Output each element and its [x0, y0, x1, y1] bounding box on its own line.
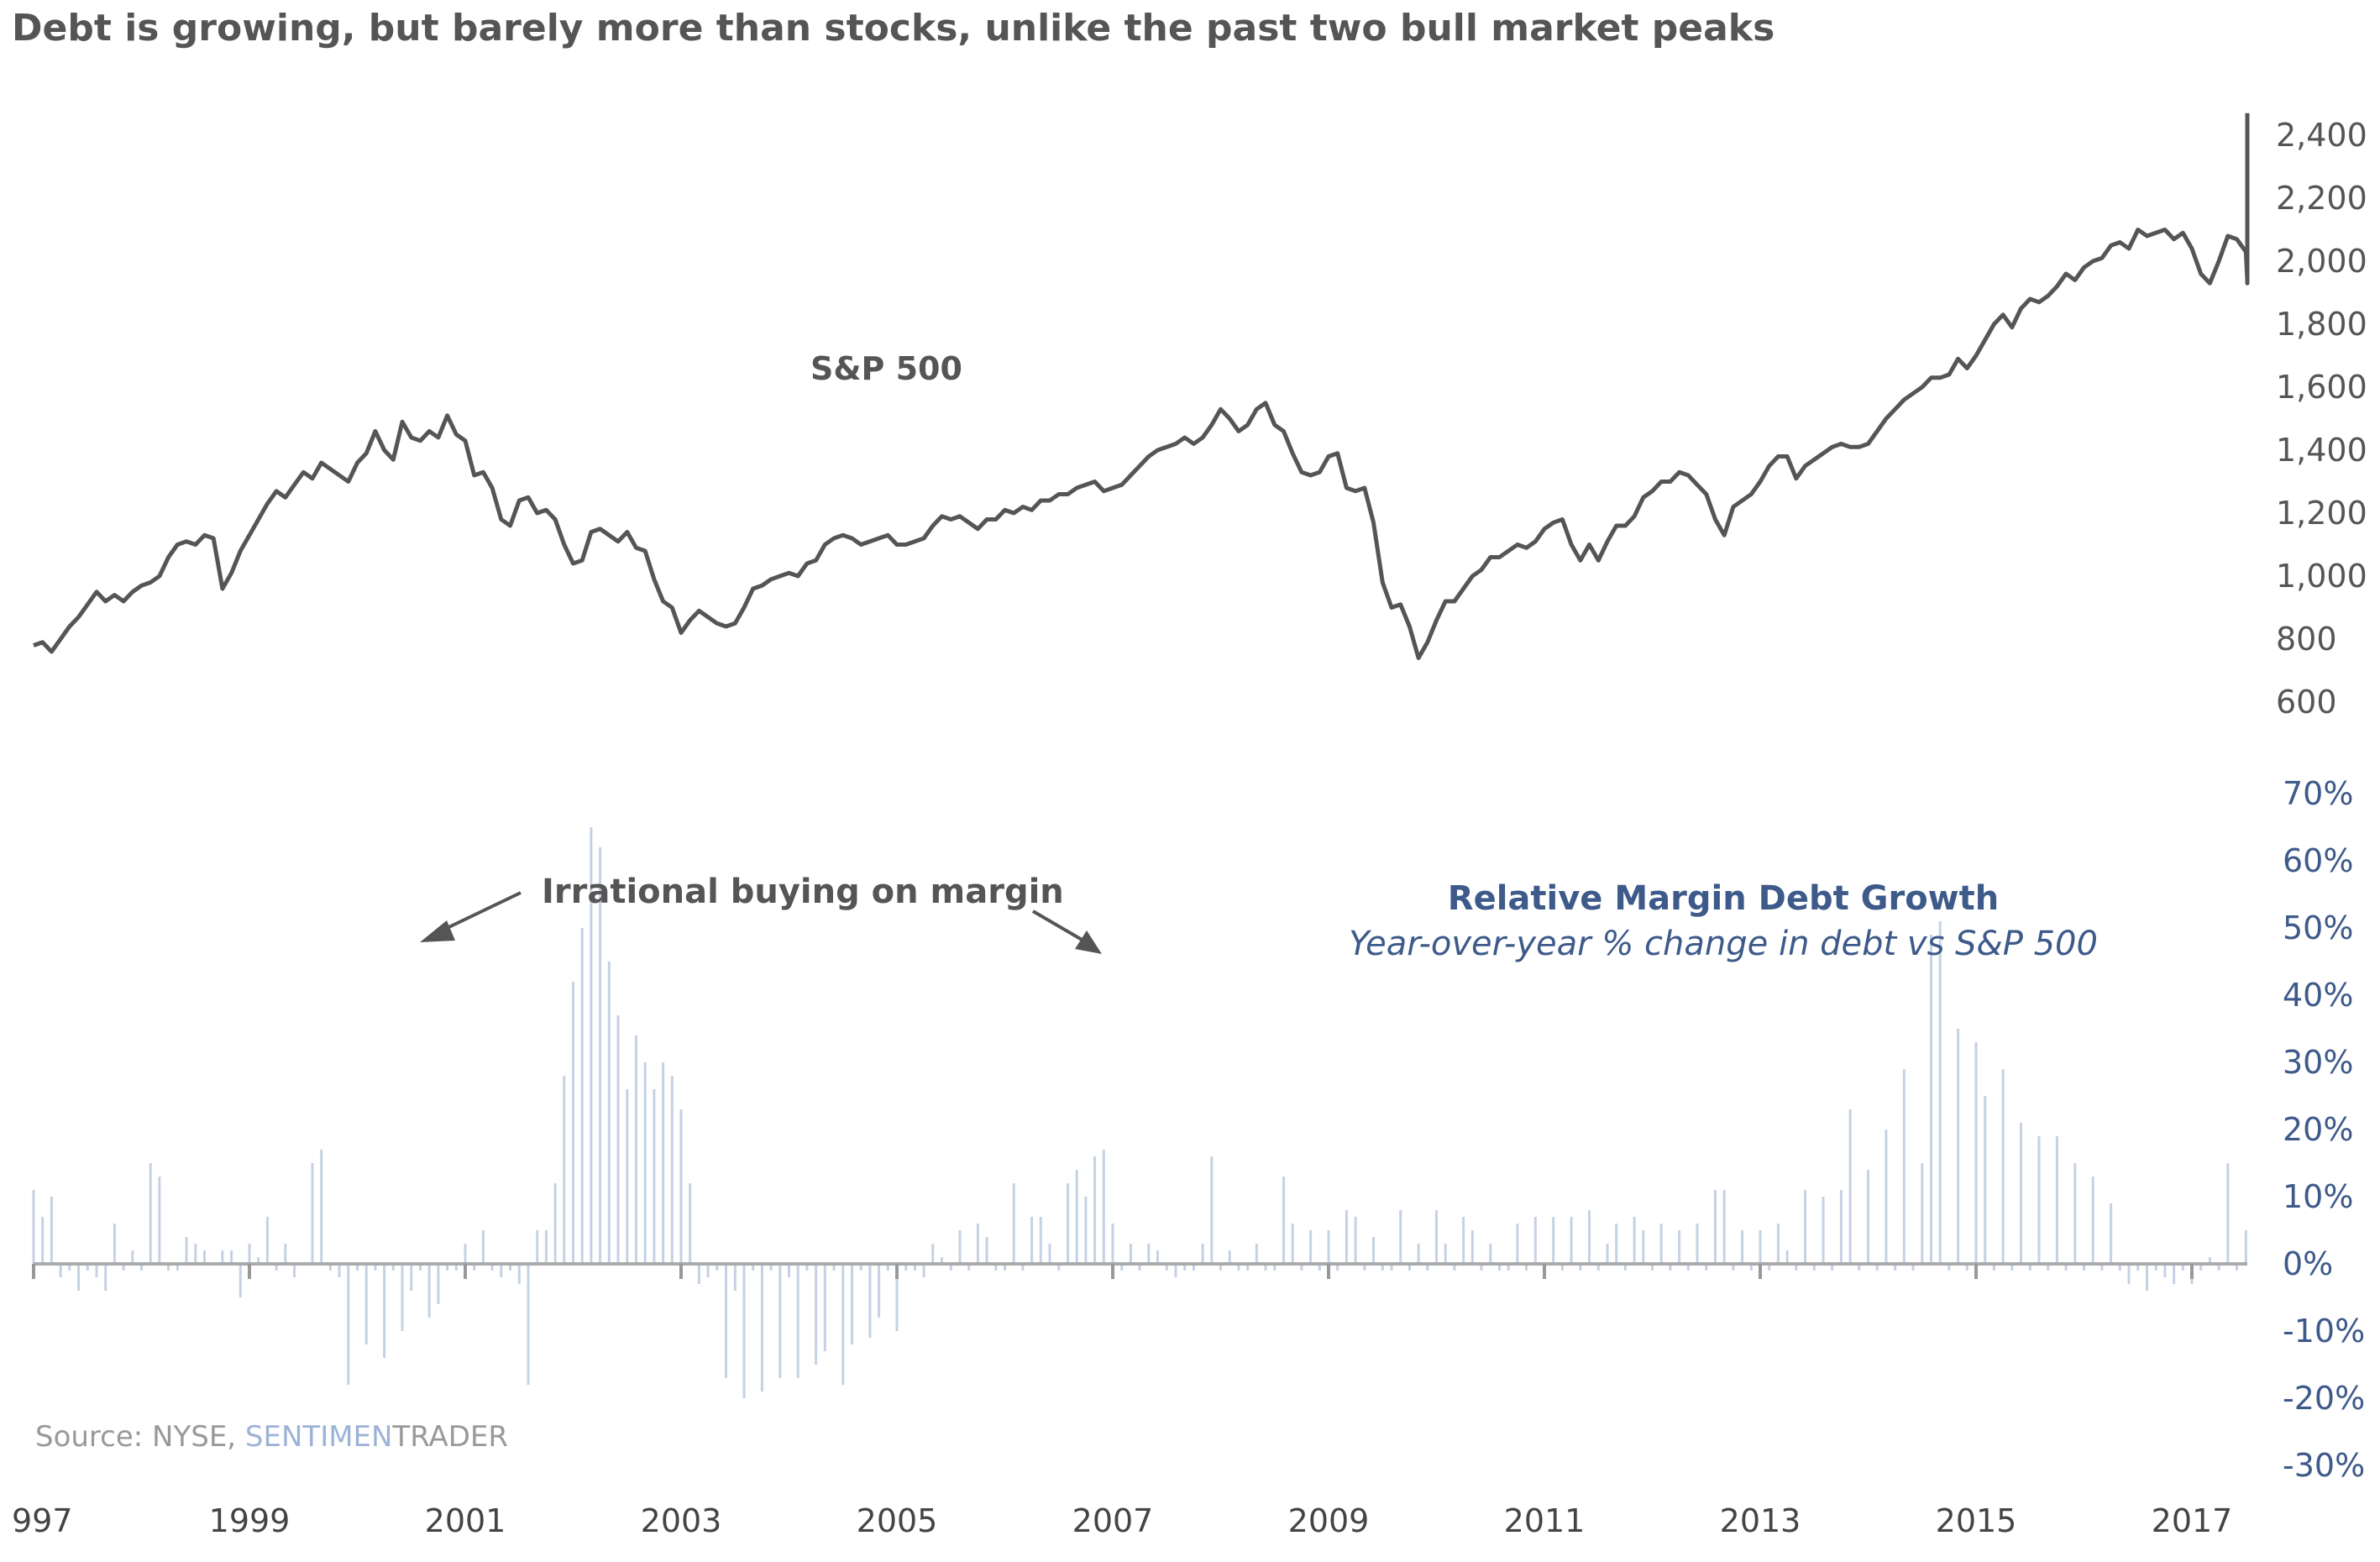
x-tick-label: 2009	[1288, 1502, 1370, 1539]
x-axis: 997 1999 2001 2003 2005 2007 2009 2011 2013 2015 2…	[12, 1264, 2232, 1539]
x-tick-label: 2011	[1504, 1502, 1586, 1539]
margin-y-tick: 0%	[2283, 1245, 2333, 1282]
margin-y-tick: 20%	[2283, 1111, 2353, 1148]
margin-y-tick: 30%	[2283, 1044, 2353, 1081]
margin-y-tick: 10%	[2283, 1178, 2353, 1215]
sp500-y-tick: 1,600	[2276, 369, 2367, 406]
sp500-label: S&P 500	[810, 350, 962, 387]
annotation-arrow-left	[420, 891, 522, 942]
sp500-y-tick: 1,400	[2276, 432, 2367, 469]
sp500-y-tick: 1,800	[2276, 306, 2367, 343]
annotation-arrow-right	[1031, 909, 1102, 954]
annotation-text: Irrational buying on margin	[542, 873, 1064, 911]
sp500-y-tick: 600	[2276, 684, 2337, 721]
margin-y-tick: 70%	[2283, 775, 2353, 812]
sp500-y-tick: 2,400	[2276, 117, 2367, 154]
x-tick-label: 1999	[209, 1502, 291, 1539]
margin-y-tick: 40%	[2283, 977, 2353, 1014]
sp500-y-tick: 800	[2276, 621, 2337, 658]
source-brand-a: SENTIMEN	[245, 1420, 393, 1454]
chart-title: Debt is growing, but barely more than st…	[12, 7, 1775, 50]
margin-y-tick: -10%	[2283, 1313, 2365, 1350]
x-tick-label: 2015	[1936, 1502, 2017, 1539]
margin-y-axis: -30% -20% -10% 0% 10% 20% 30% 40% 50% 60% 70%	[2283, 775, 2365, 1484]
sp500-line	[33, 113, 2250, 660]
margin-y-tick: -30%	[2283, 1447, 2365, 1484]
sp500-y-tick: 1,000	[2276, 558, 2367, 595]
margin-series-subtitle: Year-over-year % change in debt vs S&P 5…	[1349, 925, 2098, 963]
x-tick-label: 997	[12, 1502, 73, 1539]
x-tick-label: 2001	[425, 1502, 506, 1539]
sp500-y-axis: 600 800 1,000 1,200 1,400 1,600 1,800 2,000 2,20…	[2276, 117, 2367, 721]
x-tick-label: 2005	[857, 1502, 938, 1539]
source-note: Source: NYSE, SENTIMENTRADER	[35, 1420, 508, 1454]
source-prefix: Source: NYSE,	[35, 1420, 245, 1454]
margin-y-tick: 60%	[2283, 842, 2353, 879]
x-tick-label: 2007	[1072, 1502, 1154, 1539]
margin-series-title: Relative Margin Debt Growth	[1448, 879, 1999, 918]
x-tick-label: 2017	[2152, 1502, 2233, 1539]
margin-y-tick: -20%	[2283, 1380, 2365, 1417]
source-brand-b: TRADER	[391, 1420, 508, 1454]
sp500-y-tick: 2,200	[2276, 180, 2367, 217]
sp500-y-tick: 2,000	[2276, 243, 2367, 280]
x-tick-label: 2003	[641, 1502, 722, 1539]
margin-y-tick: 50%	[2283, 909, 2353, 946]
margin-debt-bars	[32, 827, 2247, 1398]
sp500-y-tick: 1,200	[2276, 495, 2367, 532]
x-tick-label: 2013	[1720, 1502, 1801, 1539]
